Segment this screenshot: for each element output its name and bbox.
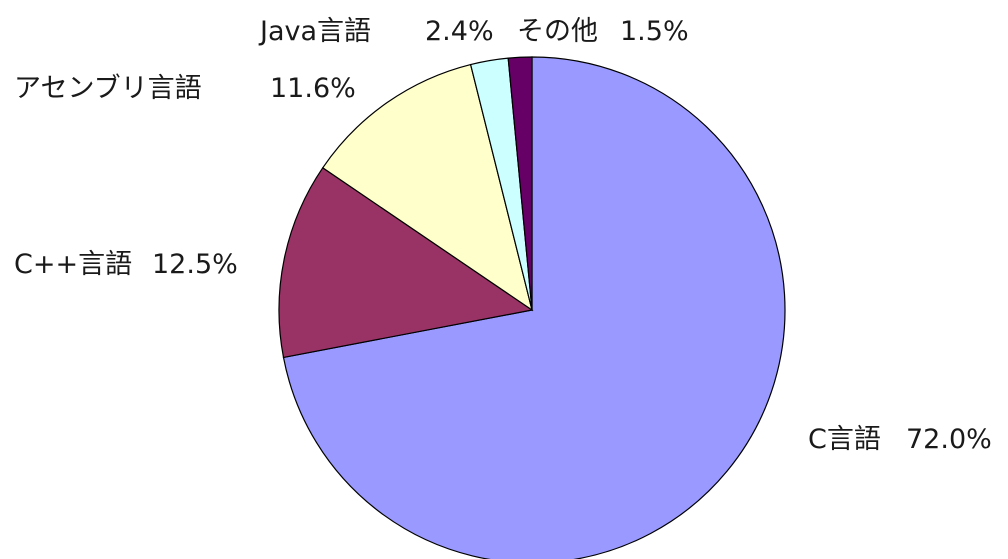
label-c-value: 72.0% <box>906 424 992 455</box>
slice-cpp <box>278 166 534 359</box>
slice-assembly <box>321 63 533 312</box>
label-java-value: 2.4% <box>425 16 494 47</box>
pie-slices <box>278 56 786 559</box>
label-cpp-name: C++言語 <box>14 249 132 280</box>
label-other-name: その他 <box>517 16 598 47</box>
label-asm-value: 11.6% <box>270 73 356 104</box>
slice-other <box>507 56 533 311</box>
label-java-name: Java言語 <box>258 16 371 47</box>
label-asm-name: アセンブリ言語 <box>14 73 202 104</box>
label-other-value: 1.5% <box>620 16 689 47</box>
label-c-name: C言語 <box>808 424 881 455</box>
slice-c <box>282 56 786 559</box>
label-cpp-value: 12.5% <box>152 249 238 280</box>
